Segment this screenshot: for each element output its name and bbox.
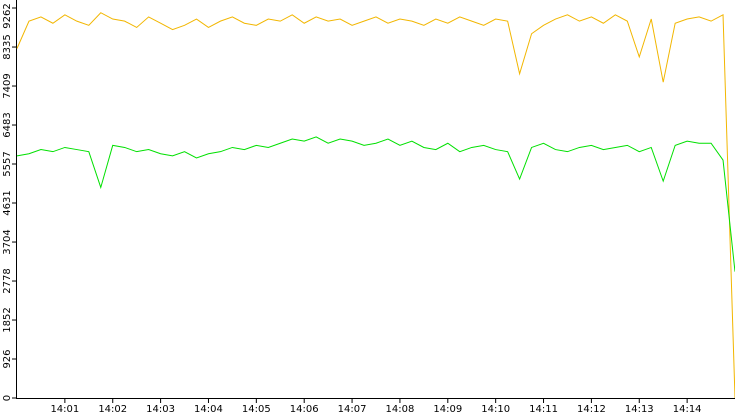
x-tick-label: 14:14	[673, 404, 702, 415]
x-tick-label: 14:11	[529, 404, 558, 415]
y-tick-label: 2778	[2, 268, 13, 293]
x-tick-label: 14:01	[50, 404, 79, 415]
x-tick-label: 14:12	[577, 404, 606, 415]
y-tick-label: 8335	[2, 34, 13, 59]
x-tick-label: 14:09	[433, 404, 462, 415]
x-tick-label: 14:03	[146, 404, 175, 415]
x-tick-label: 14:10	[481, 404, 510, 415]
y-tick-label: 7409	[2, 73, 13, 98]
x-tick-label: 14:08	[386, 404, 415, 415]
y-tick-label: 0	[2, 395, 13, 401]
y-tick-label: 4631	[2, 190, 13, 215]
x-tick-label: 14:02	[98, 404, 127, 415]
x-tick-label: 14:04	[194, 404, 223, 415]
x-tick-label: 14:05	[242, 404, 271, 415]
y-tick-label: 9262	[2, 3, 13, 28]
series-line	[16, 12, 735, 399]
y-tick-label: 3704	[2, 229, 13, 254]
x-tick-label: 14:13	[625, 404, 654, 415]
y-tick-label: 6483	[2, 112, 13, 137]
y-tick-label: 5557	[2, 151, 13, 176]
y-tick-label: 1852	[2, 307, 13, 332]
series-line	[16, 136, 735, 272]
x-tick-label: 14:06	[290, 404, 319, 415]
x-tick-label: 14:07	[338, 404, 367, 415]
y-tick-label: 926	[2, 349, 13, 368]
